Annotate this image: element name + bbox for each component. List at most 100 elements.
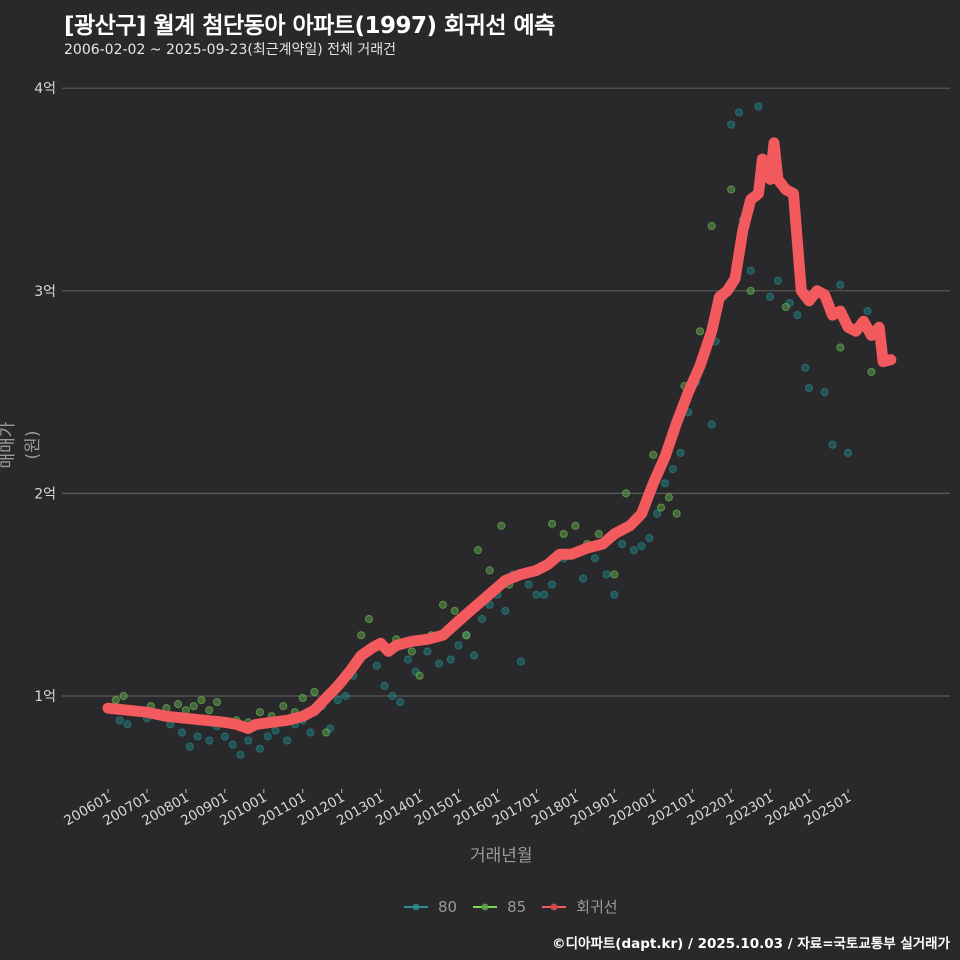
legend-item-80[interactable]: 80 xyxy=(404,898,457,916)
data-point-80 xyxy=(805,383,814,393)
data-point-85 xyxy=(695,327,705,336)
data-point-80 xyxy=(403,655,413,664)
data-point-85 xyxy=(357,631,366,640)
y-tick-label: 3억 xyxy=(34,284,56,300)
data-point-80 xyxy=(244,736,253,745)
data-point-80 xyxy=(446,655,455,664)
data-point-80 xyxy=(676,448,685,457)
data-point-80 xyxy=(637,541,646,551)
data-point-80 xyxy=(843,448,853,457)
data-point-80 xyxy=(793,311,802,320)
data-point-80 xyxy=(388,691,397,701)
data-point-80 xyxy=(801,363,810,372)
data-point-80 xyxy=(766,292,775,301)
data-point-80 xyxy=(380,681,389,690)
data-point-80 xyxy=(540,590,549,599)
data-point-85 xyxy=(497,521,506,530)
data-point-85 xyxy=(119,691,128,701)
legend-swatch-85-icon xyxy=(473,903,498,910)
legend-swatch-regression-icon xyxy=(542,903,567,910)
data-point-80 xyxy=(524,580,533,589)
data-point-80 xyxy=(590,554,599,563)
data-point-80 xyxy=(333,695,342,705)
y-axis-ticks: 1억 2억 3억 4억 xyxy=(34,81,56,705)
data-point-85 xyxy=(205,706,214,715)
data-point-80 xyxy=(707,420,716,429)
data-point-85 xyxy=(547,519,557,528)
data-point-80 xyxy=(547,580,557,589)
data-point-80 xyxy=(306,728,315,737)
data-point-80 xyxy=(828,440,837,449)
data-point-80 xyxy=(579,574,588,583)
data-point-85 xyxy=(836,343,845,352)
data-point-85 xyxy=(656,503,666,512)
data-point-85 xyxy=(664,493,673,502)
data-point-85 xyxy=(610,570,619,579)
data-point-85 xyxy=(649,450,658,460)
source-footer: ©디아파트(dapt.kr) / 2025.10.03 / 자료=국토교통부 실… xyxy=(552,936,950,952)
data-point-80 xyxy=(434,659,444,668)
data-point-85 xyxy=(438,600,448,609)
regression-path xyxy=(102,137,897,734)
data-point-80 xyxy=(727,120,736,129)
data-point-80 xyxy=(836,280,845,289)
data-point-80 xyxy=(516,657,525,666)
data-point-80 xyxy=(255,744,265,753)
data-point-80 xyxy=(618,539,627,549)
data-point-80 xyxy=(470,651,479,660)
data-point-80 xyxy=(734,108,744,117)
data-point-85 xyxy=(594,529,603,539)
scatter-points xyxy=(107,102,876,759)
data-point-80 xyxy=(423,647,432,656)
data-point-80 xyxy=(372,661,381,670)
data-point-85 xyxy=(485,566,494,575)
data-point-85 xyxy=(310,687,319,697)
data-point-85 xyxy=(571,521,580,530)
data-point-85 xyxy=(707,221,716,231)
data-point-85 xyxy=(174,700,183,709)
chart-subtitle: 2006-02-02 ~ 2025-09-23(최근계약일) 전체 거래건 xyxy=(64,42,396,58)
legend-item-85[interactable]: 85 xyxy=(473,898,526,916)
data-point-80 xyxy=(629,546,638,555)
regression-line xyxy=(102,137,897,734)
data-point-80 xyxy=(220,732,229,741)
data-point-80 xyxy=(501,606,510,616)
data-point-85 xyxy=(672,509,681,518)
data-point-85 xyxy=(746,286,755,295)
data-point-80 xyxy=(454,641,463,650)
data-point-80 xyxy=(645,533,654,543)
data-point-85 xyxy=(197,695,206,705)
data-point-80 xyxy=(115,716,124,725)
data-point-85 xyxy=(450,606,459,616)
data-point-80 xyxy=(236,750,245,759)
data-point-85 xyxy=(415,671,424,680)
data-point-80 xyxy=(205,736,214,745)
data-point-80 xyxy=(396,697,405,707)
data-point-85 xyxy=(462,631,471,640)
data-point-80 xyxy=(532,590,541,599)
data-point-85 xyxy=(407,647,416,656)
legend-item-regression[interactable]: 회귀선 xyxy=(542,896,618,917)
x-axis-ticks: 2006012007012008012009012010012011012012… xyxy=(61,789,854,829)
data-point-80 xyxy=(283,736,292,745)
data-point-85 xyxy=(727,185,736,194)
data-point-80 xyxy=(477,614,487,624)
data-point-80 xyxy=(602,570,611,579)
data-point-80 xyxy=(660,479,670,488)
grid-lines xyxy=(62,87,950,697)
data-point-80 xyxy=(263,732,272,741)
data-point-85 xyxy=(781,302,790,312)
data-point-80 xyxy=(863,306,872,316)
x-axis-label: 거래년월 xyxy=(470,846,533,866)
data-point-85 xyxy=(867,367,876,376)
data-point-80 xyxy=(123,720,132,729)
y-tick-label: 4억 xyxy=(34,81,56,97)
data-point-80 xyxy=(820,388,829,397)
legend-swatch-80-icon xyxy=(404,903,428,910)
data-point-85 xyxy=(473,546,483,555)
data-point-85 xyxy=(255,708,265,717)
data-point-80 xyxy=(610,590,619,599)
y-axis-label: 매매가(원) xyxy=(0,421,43,469)
data-point-85 xyxy=(298,693,307,703)
